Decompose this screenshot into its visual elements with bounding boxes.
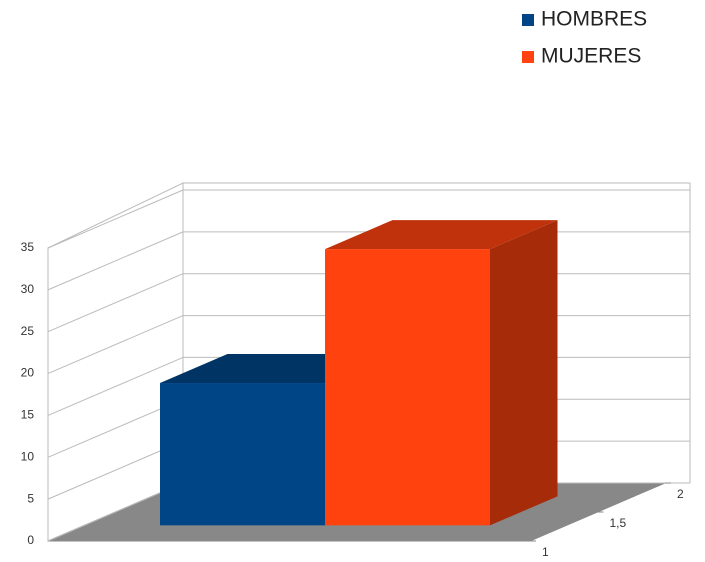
y-tick-label: 10 (21, 449, 35, 463)
y-tick-label: 20 (21, 366, 35, 380)
legend-swatch (522, 14, 534, 26)
grid-line (47, 189, 184, 249)
grid-line (47, 231, 184, 291)
bar-top (325, 220, 558, 250)
y-tick-label: 0 (27, 533, 34, 547)
y-tick-label: 30 (21, 282, 35, 296)
bar (325, 249, 490, 526)
bar-side (490, 220, 558, 526)
y-tick-label: 15 (21, 408, 35, 422)
z-tick-label: 1 (542, 545, 549, 559)
y-tick-label: 25 (21, 324, 35, 338)
legend-label: HOMBRES (541, 8, 647, 31)
y-tick-label: 35 (21, 240, 35, 254)
y-tick-label: 5 (27, 491, 34, 505)
z-tick-label: 1,5 (610, 516, 627, 530)
legend-swatch (522, 51, 534, 63)
grid-line (47, 273, 184, 333)
grid-line (47, 315, 184, 375)
legend-label: MUJERES (541, 45, 641, 68)
bar (160, 383, 325, 526)
grid-line (47, 356, 184, 416)
z-tick-label: 2 (677, 487, 684, 501)
